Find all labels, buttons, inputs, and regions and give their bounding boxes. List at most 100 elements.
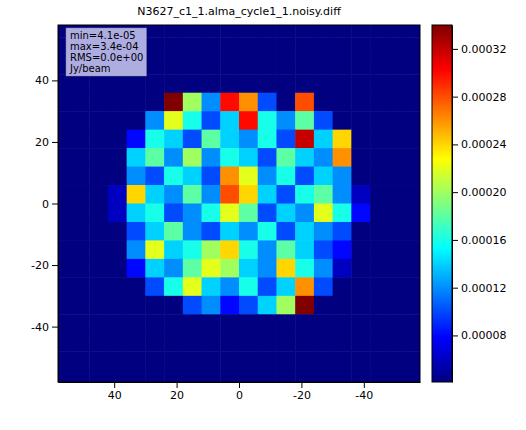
cell [220, 185, 239, 204]
cell [164, 222, 183, 241]
tick-mark [177, 382, 178, 388]
cell [145, 56, 164, 75]
cell [314, 259, 333, 278]
cell [276, 37, 295, 56]
cell [183, 185, 202, 204]
cell [202, 37, 221, 56]
tick-label: 0.00016 [461, 234, 507, 247]
cell [276, 74, 295, 93]
cell [258, 222, 277, 241]
cell [314, 204, 333, 223]
cell [314, 56, 333, 75]
cell [295, 111, 314, 130]
cell [389, 351, 408, 370]
tick: 0 [42, 198, 58, 211]
axis-line [58, 26, 59, 383]
cell [239, 56, 258, 75]
cell [127, 240, 146, 259]
cell [389, 277, 408, 296]
cell [351, 351, 370, 370]
cell [164, 148, 183, 167]
cell [202, 25, 221, 38]
cell [239, 240, 258, 259]
title: N3627_c1_1.alma_cycle1_1.noisy.diff [137, 5, 341, 18]
cell [58, 74, 71, 93]
cell [389, 56, 408, 75]
cell [183, 25, 202, 38]
cell [389, 74, 408, 93]
cell [145, 185, 164, 204]
cell [164, 37, 183, 56]
cell [108, 130, 127, 149]
cell [127, 74, 146, 93]
tick-label: 0.00032 [461, 43, 507, 56]
annotation: Jy/beam [69, 63, 111, 74]
cell [295, 351, 314, 370]
cell [58, 240, 71, 259]
cell [408, 240, 420, 259]
cell [220, 204, 239, 223]
cell [333, 74, 352, 93]
cell [183, 111, 202, 130]
cell [258, 185, 277, 204]
cell [408, 56, 420, 75]
cell [58, 185, 71, 204]
tick-label: 40 [108, 389, 122, 402]
tick: 20 [35, 136, 58, 149]
cell [58, 222, 71, 241]
cell [127, 222, 146, 241]
tick: -40 [31, 321, 58, 334]
cell [89, 185, 108, 204]
cell [370, 93, 389, 112]
tick-mark [452, 144, 458, 145]
cell [89, 333, 108, 352]
cell [58, 167, 71, 186]
cell [314, 296, 333, 315]
cell [58, 314, 71, 333]
cell [239, 333, 258, 352]
cell [370, 333, 389, 352]
cell [295, 25, 314, 38]
cell [108, 333, 127, 352]
cell [333, 148, 352, 167]
cell [389, 314, 408, 333]
cell [276, 277, 295, 296]
cell [258, 93, 277, 112]
cell [220, 333, 239, 352]
cell [314, 167, 333, 186]
cell [408, 351, 420, 370]
cell [202, 259, 221, 278]
cell [408, 25, 420, 38]
cell [408, 370, 420, 382]
cell [239, 370, 258, 382]
cell [58, 277, 71, 296]
cell [239, 185, 258, 204]
cell [239, 277, 258, 296]
cell [333, 259, 352, 278]
cell [164, 370, 183, 382]
cell [70, 370, 89, 382]
cell [258, 25, 277, 38]
cell [89, 167, 108, 186]
cell [408, 204, 420, 223]
cell [164, 204, 183, 223]
tick-label: 40 [35, 74, 49, 87]
cell [89, 370, 108, 382]
cell [220, 93, 239, 112]
tick-mark [452, 335, 458, 336]
cell [239, 204, 258, 223]
cell [370, 222, 389, 241]
tick-mark [52, 204, 58, 205]
cell [351, 25, 370, 38]
cell [89, 130, 108, 149]
cell [145, 370, 164, 382]
cell [389, 240, 408, 259]
cell [276, 111, 295, 130]
cell [333, 167, 352, 186]
cell [370, 277, 389, 296]
cell [183, 222, 202, 241]
cell [295, 204, 314, 223]
cell [220, 74, 239, 93]
tick: -20 [31, 259, 58, 272]
tick-mark [452, 49, 458, 50]
